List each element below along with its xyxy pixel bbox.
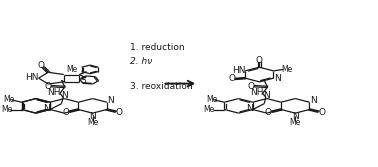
Text: N: N <box>107 96 114 105</box>
Text: N: N <box>43 104 50 113</box>
Text: NH: NH <box>48 88 61 97</box>
Text: Me: Me <box>1 105 12 114</box>
Text: 3. reoxidation: 3. reoxidation <box>130 82 193 91</box>
Text: N: N <box>274 74 280 84</box>
Text: O: O <box>45 82 51 91</box>
Text: N: N <box>310 96 316 105</box>
Text: Me: Me <box>290 118 301 127</box>
Text: Me: Me <box>3 95 15 104</box>
Text: Me: Me <box>281 65 293 74</box>
Text: N: N <box>263 91 270 100</box>
Text: O: O <box>265 108 272 117</box>
Text: S: S <box>80 76 86 86</box>
Text: O: O <box>228 74 235 83</box>
Text: O: O <box>247 82 254 91</box>
Text: O: O <box>256 56 263 65</box>
Text: Me: Me <box>67 65 77 74</box>
Text: Me: Me <box>204 105 215 114</box>
Text: 1. reduction: 1. reduction <box>130 43 184 52</box>
Text: O: O <box>38 61 45 70</box>
Text: O: O <box>116 108 123 117</box>
Text: HN: HN <box>25 73 39 82</box>
Text: N: N <box>89 112 96 121</box>
Text: N: N <box>61 91 68 100</box>
Text: Me: Me <box>87 118 98 127</box>
Text: HN: HN <box>232 66 245 74</box>
Text: NH: NH <box>250 88 264 97</box>
Text: 2. hν: 2. hν <box>130 57 152 66</box>
Text: O: O <box>319 108 326 117</box>
Text: N: N <box>246 104 253 113</box>
Text: Me: Me <box>206 95 217 104</box>
Text: N: N <box>292 112 299 121</box>
Text: O: O <box>62 108 69 117</box>
